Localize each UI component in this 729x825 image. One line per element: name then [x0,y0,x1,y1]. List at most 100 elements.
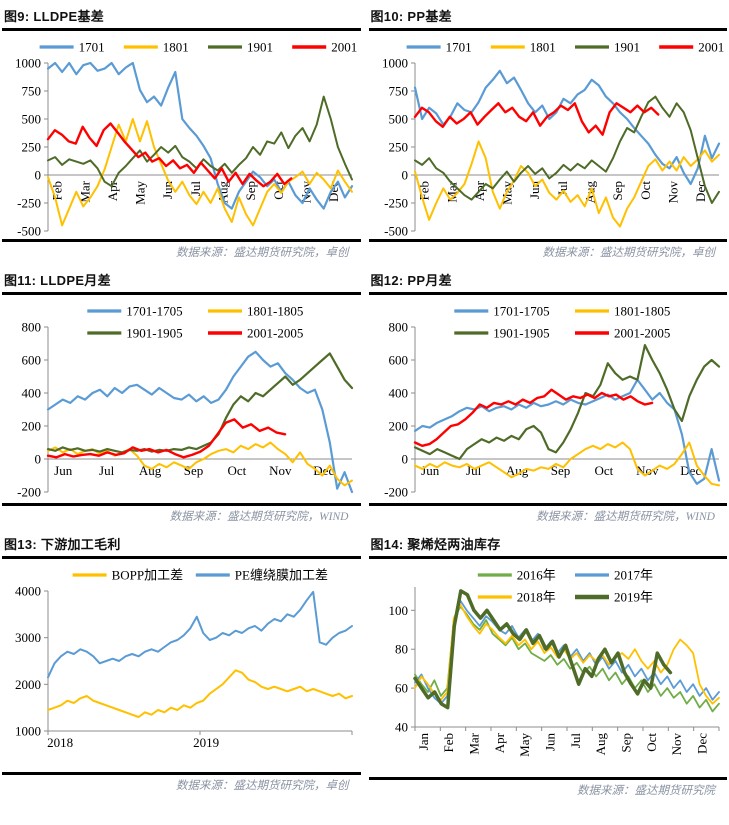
svg-text:May: May [133,181,148,205]
svg-text:2001-2005: 2001-2005 [247,326,303,341]
svg-text:1801-1805: 1801-1805 [614,304,670,319]
bottom-divider [368,777,727,780]
bottom-divider [2,239,361,242]
svg-text:1901: 1901 [247,40,273,55]
data-source-note: 数据来源：盛达期货研究院，WIND [536,511,715,523]
svg-text:2019年: 2019年 [614,590,653,605]
svg-text:Sep: Sep [610,181,625,201]
svg-text:Jul: Jul [99,463,115,478]
svg-text:600: 600 [388,353,408,368]
svg-text:400: 400 [388,386,408,401]
svg-text:60: 60 [395,681,408,696]
svg-text:250: 250 [388,140,408,155]
svg-text:Oct: Oct [638,181,653,200]
data-source-note: 数据来源：盛达期货研究院，卓创 [176,247,349,259]
svg-text:Oct: Oct [228,463,247,478]
svg-text:Dec: Dec [693,181,708,202]
svg-text:2016年: 2016年 [517,568,556,583]
svg-text:250: 250 [22,140,42,155]
data-source-note: 数据来源：盛达期货研究院，卓创 [176,780,349,792]
data-source-note: 数据来源：盛达期货研究院 [577,785,715,797]
svg-text:1801-1805: 1801-1805 [247,304,303,319]
svg-text:Jun: Jun [542,733,557,752]
svg-text:Apr: Apr [105,180,120,201]
svg-text:2001: 2001 [698,40,724,55]
svg-text:May: May [517,733,532,757]
report-chart-grid: 图9: LLDPE基差 1000 750 500 250 0 -250 -500 Feb Mar… [2,2,727,800]
title-divider [368,556,727,559]
svg-text:0: 0 [401,168,408,183]
bottom-divider [368,239,727,242]
svg-text:100: 100 [388,603,408,618]
svg-text:2000: 2000 [15,677,41,692]
svg-text:200: 200 [388,419,408,434]
svg-text:Nov: Nov [636,463,659,478]
chart-title: 图12: PP月差 [370,273,452,288]
data-source-note: 数据来源：盛达期货研究院，卓创 [542,247,716,259]
svg-text:Jun: Jun [54,463,73,478]
title-divider [2,556,361,559]
svg-text:1000: 1000 [15,724,41,739]
svg-text:Jul: Jul [188,181,203,197]
svg-text:2019: 2019 [193,735,219,750]
svg-text:4000: 4000 [15,584,41,599]
chart-title: 图13: 下游加工毛利 [4,537,121,552]
title-divider [368,28,727,31]
svg-text:Aug: Aug [506,463,529,478]
svg-text:80: 80 [395,642,408,657]
svg-text:Sep: Sep [618,733,633,753]
svg-text:40: 40 [395,720,408,735]
svg-text:Jul: Jul [568,733,583,749]
chart-panel-processing-margin: 图13: 下游加工毛利 4000 3000 2000 1000 2018 2019 BOPP… [2,530,361,800]
svg-text:500: 500 [388,112,408,127]
svg-text:400: 400 [22,386,42,401]
bottom-divider [2,772,361,775]
svg-text:Feb: Feb [416,181,431,201]
chart-panel-pp-month-spread: 图12: PP月差 800 600 400 200 0 -200 Jun Jul Aug Sep O… [368,266,727,526]
svg-text:800: 800 [22,320,42,335]
title-divider [2,28,361,31]
svg-text:BOPP加工差: BOPP加工差 [112,568,184,583]
svg-text:Nov: Nov [269,463,292,478]
svg-text:Apr: Apr [492,732,507,753]
svg-text:1701-1705: 1701-1705 [127,304,183,319]
svg-text:0: 0 [401,452,408,467]
svg-text:Sep: Sep [550,463,570,478]
chart-title: 图9: LLDPE基差 [4,9,105,24]
svg-text:-250: -250 [384,196,408,211]
svg-text:2017年: 2017年 [614,568,653,583]
svg-text:1701: 1701 [79,40,105,55]
svg-text:PE缠绕膜加工差: PE缠绕膜加工差 [235,568,328,583]
svg-text:Mar: Mar [466,732,481,754]
chart-title: 图10: PP基差 [370,9,452,24]
svg-text:2001: 2001 [331,40,357,55]
svg-text:Oct: Oct [644,733,659,752]
svg-text:-500: -500 [384,224,408,239]
svg-text:1901-1905: 1901-1905 [127,326,183,341]
chart-title: 图11: LLDPE月差 [4,273,111,288]
svg-text:1000: 1000 [382,56,408,71]
svg-text:200: 200 [22,419,42,434]
svg-text:Aug: Aug [593,733,608,756]
svg-text:2018: 2018 [47,735,73,750]
svg-text:0: 0 [35,452,42,467]
svg-text:1901: 1901 [614,40,640,55]
bottom-divider [2,503,361,506]
svg-text:Sep: Sep [243,181,258,201]
polyolefin-inventory-line-chart: 100 80 60 40 Jan Feb Mar Apr May Jun Jul Aug Sep Oct N… [388,568,720,757]
svg-text:2001-2005: 2001-2005 [614,326,670,341]
data-source-note: 数据来源：盛达期货研究院，WIND [169,511,349,523]
svg-text:1701: 1701 [445,40,471,55]
svg-text:-200: -200 [384,485,408,500]
svg-text:Sep: Sep [184,463,204,478]
svg-text:-500: -500 [17,224,41,239]
svg-text:750: 750 [388,84,408,99]
svg-text:Nov: Nov [299,181,314,204]
svg-text:Dec: Dec [680,463,701,478]
svg-text:1801: 1801 [530,40,556,55]
chart-panel-lldpe-basis: 图9: LLDPE基差 1000 750 500 250 0 -250 -500 Feb Mar… [2,2,361,262]
chart-panel-inventory: 图14: 聚烯烃两油库存 100 80 60 40 Jan Feb Mar Apr May Jun… [368,530,727,800]
